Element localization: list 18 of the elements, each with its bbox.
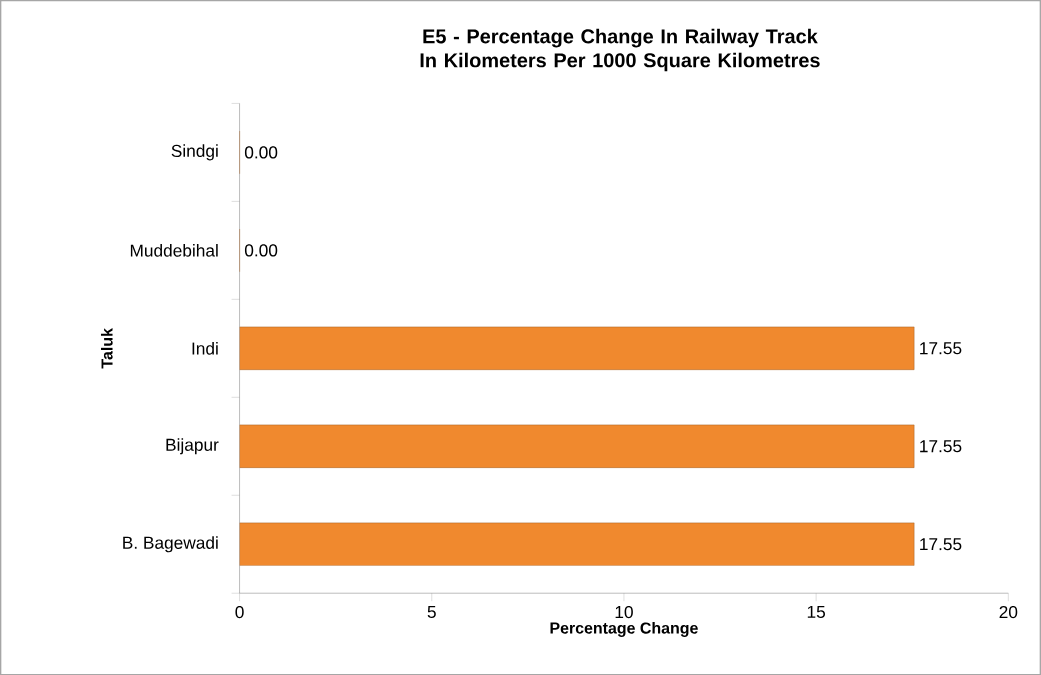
x-tick-label: 5 — [427, 605, 436, 618]
data-label: 0.00 — [244, 146, 278, 159]
y-tick-label: Bijapur — [166, 438, 219, 455]
y-axis-title: Taluk — [100, 327, 113, 369]
x-tick-label: 20 — [999, 605, 1018, 619]
data-label: 17.55 — [920, 538, 962, 551]
y-tick-label: Muddebihal — [130, 243, 218, 257]
y-tick-label: B. Bagewadi — [123, 536, 218, 553]
data-label: 0.00 — [244, 244, 278, 257]
x-tick-label: 10 — [615, 605, 633, 619]
x-tick-label: 0 — [235, 605, 244, 619]
x-axis-title: Percentage Change — [550, 621, 698, 637]
y-tick-label: Indi — [192, 341, 218, 355]
y-tick-label: Sindgi — [171, 144, 218, 161]
data-label: 17.55 — [920, 440, 962, 453]
x-tick-label: 15 — [807, 605, 826, 618]
chart-title: E5 - Percentage Change In Railway Track In Kilometers Per 1000 Square Kilometres — [420, 28, 820, 72]
data-label: 17.55 — [920, 342, 962, 355]
